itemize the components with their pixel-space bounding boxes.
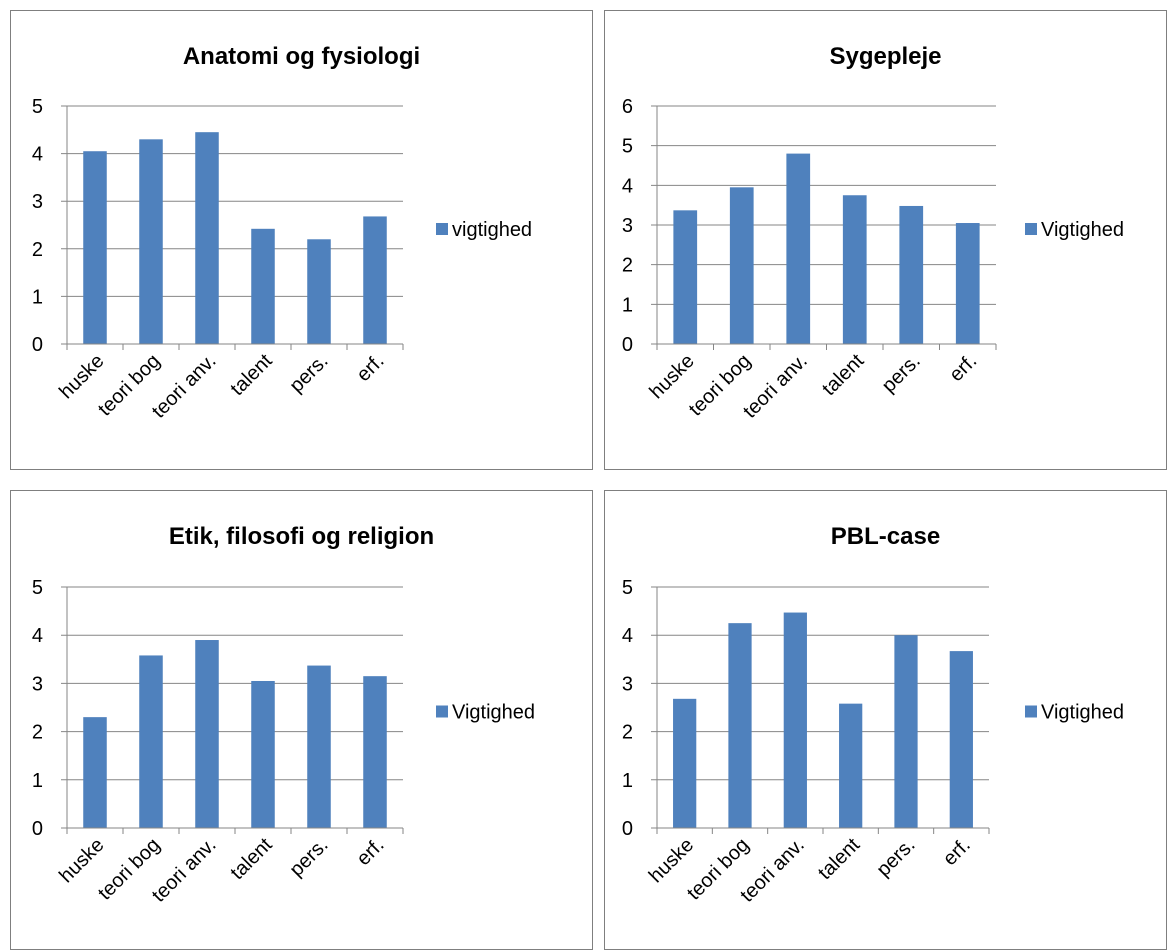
y-tick-label: 4 <box>622 625 633 647</box>
x-tick-label: pers. <box>878 350 925 397</box>
x-tick-label: talent <box>226 834 276 884</box>
bar-huske <box>83 151 107 344</box>
legend-swatch <box>436 705 448 718</box>
bar-talent <box>251 228 275 344</box>
y-tick-label: 1 <box>622 770 633 792</box>
y-tick-label: 0 <box>622 818 633 840</box>
bar-huske <box>83 717 107 828</box>
chart-panel-etik: Etik, filosofi og religion 0 1 2 3 4 5 huske te… <box>10 490 593 950</box>
bar-teoribog <box>729 187 754 344</box>
x-tick-label: talent <box>818 350 868 400</box>
legend-label: Vigtighed <box>452 702 535 724</box>
chart-title: Etik, filosofi og religion <box>168 523 435 550</box>
y-tick-label: 6 <box>622 96 633 118</box>
bar-talent <box>251 680 275 828</box>
bar-teoribog <box>728 623 752 828</box>
bar-teoribog <box>139 655 163 828</box>
chart-title: PBL-case <box>830 523 941 550</box>
bar-erf <box>363 676 387 828</box>
x-tick-label: pers. <box>873 834 920 881</box>
bar-huske <box>673 210 698 344</box>
y-tick-label: 2 <box>32 722 43 744</box>
legend-label: Vigtighed <box>1041 219 1124 241</box>
bar-teoribog <box>139 139 163 344</box>
legend-swatch <box>1025 705 1037 718</box>
x-tick-label: pers. <box>286 350 333 397</box>
x-tick-label: talent <box>814 834 864 884</box>
y-tick-label: 1 <box>32 770 43 792</box>
x-tick-label: erf. <box>353 350 389 386</box>
y-tick-label: 4 <box>32 625 43 647</box>
x-tick-label: erf. <box>939 834 975 870</box>
chart-title: Sygepleje <box>829 43 942 70</box>
y-tick-label: 4 <box>622 175 633 197</box>
y-tick-label: 2 <box>32 239 43 261</box>
chart-panel-anatomi: Anatomi og fysiologi 0 1 2 3 4 5 huske teori bo… <box>10 10 593 470</box>
x-tick-label: pers. <box>286 834 333 881</box>
bar-pers <box>307 665 331 828</box>
legend-swatch <box>1025 223 1037 235</box>
y-tick-label: 5 <box>32 577 43 599</box>
y-tick-label: 1 <box>32 286 43 308</box>
legend-swatch <box>436 223 448 235</box>
y-tick-label: 0 <box>622 334 633 356</box>
x-tick-label: talent <box>226 350 276 400</box>
x-tick-label: erf. <box>353 834 389 870</box>
legend-label: vigtighed <box>452 219 532 241</box>
bar-talent <box>839 703 863 828</box>
bar-talent <box>842 195 867 344</box>
bar-pers <box>899 205 924 344</box>
y-tick-label: 3 <box>32 673 43 695</box>
y-tick-label: 1 <box>622 294 633 316</box>
chart-title: Anatomi og fysiologi <box>182 43 421 70</box>
legend-label: Vigtighed <box>1041 702 1124 724</box>
bar-erf <box>949 651 973 828</box>
y-tick-label: 5 <box>32 96 43 118</box>
x-tick-label: huske <box>645 834 698 887</box>
chart-panel-pbl: PBL-case 0 1 2 3 4 5 huske teori bog teori anv. t… <box>604 490 1167 950</box>
bar-teorianv <box>783 612 807 828</box>
y-tick-label: 5 <box>622 136 633 158</box>
x-tick-label: huske <box>55 350 108 403</box>
bar-pers <box>894 635 918 828</box>
x-tick-label: huske <box>55 834 108 887</box>
y-tick-label: 2 <box>622 722 633 744</box>
y-tick-label: 0 <box>32 334 43 356</box>
chart-panel-sygepleje: Sygepleje 0 1 2 3 4 5 6 huske teori bog teori anv… <box>604 10 1167 470</box>
bar-teorianv <box>786 153 811 344</box>
bar-teorianv <box>195 132 219 344</box>
bar-teorianv <box>195 640 219 828</box>
y-tick-label: 3 <box>32 191 43 213</box>
y-tick-label: 3 <box>622 673 633 695</box>
x-tick-label: erf. <box>945 350 981 386</box>
y-tick-label: 0 <box>32 818 43 840</box>
y-tick-label: 5 <box>622 577 633 599</box>
y-tick-label: 2 <box>622 255 633 277</box>
y-tick-label: 4 <box>32 144 43 166</box>
bar-pers <box>307 239 331 344</box>
bar-erf <box>363 216 387 344</box>
bar-erf <box>955 223 980 344</box>
bar-huske <box>673 698 697 828</box>
y-tick-label: 3 <box>622 215 633 237</box>
x-tick-label: huske <box>645 350 698 403</box>
